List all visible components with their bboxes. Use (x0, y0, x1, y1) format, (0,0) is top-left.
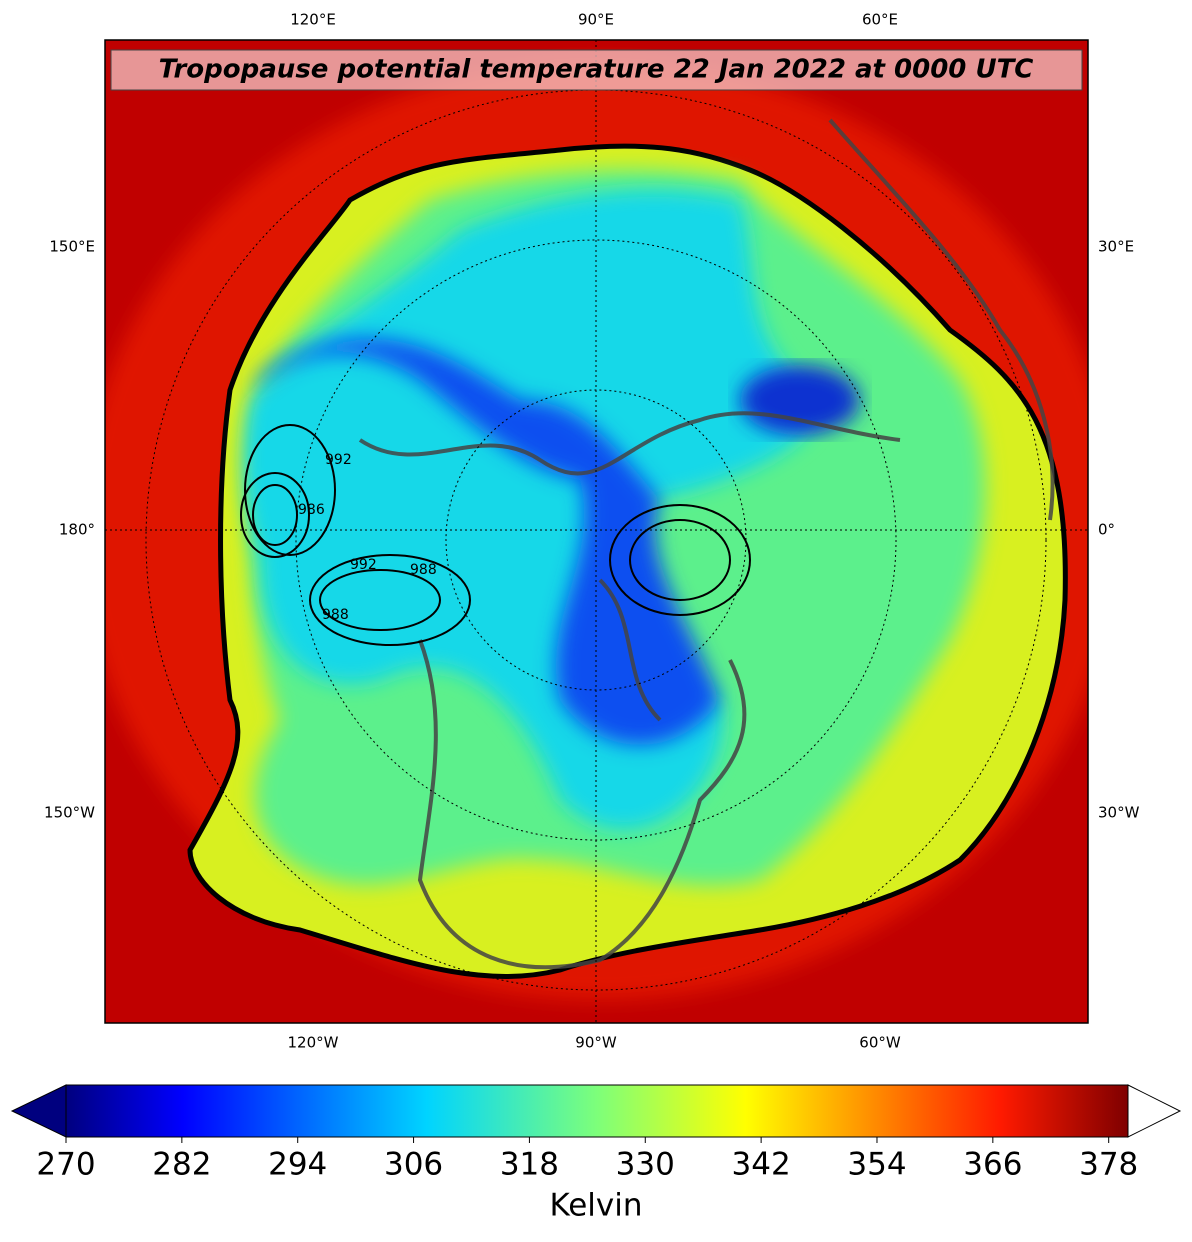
lon-label: 30°E (1098, 238, 1134, 256)
colorbar-tick-label: 294 (268, 1147, 327, 1183)
title: Tropopause potential temperature 22 Jan … (159, 55, 1034, 85)
contour-label: 988 (410, 562, 437, 578)
colorbar-tick-label: 342 (732, 1147, 791, 1183)
colorbar-extend-high (1127, 1084, 1182, 1138)
pressure-contours (240, 424, 751, 646)
colorbar: Kelvin 270 282 294 306 318 330 342 354 366 378 (10, 1084, 1182, 1224)
lon-label: 90°W (575, 1034, 617, 1052)
colorbar-extend-low (10, 1084, 67, 1138)
colorbar-tick-label: 282 (152, 1147, 211, 1183)
contour-label: 992 (350, 557, 377, 573)
colorbar-tick-label: 354 (847, 1147, 906, 1183)
colorbar-tick-label: 366 (963, 1147, 1022, 1183)
colorbar-tick-label: 270 (36, 1147, 95, 1183)
colorbar-body (65, 1084, 1129, 1138)
contour-label: 992 (325, 452, 352, 468)
contour-label: 986 (298, 502, 325, 518)
contour-label: 988 (322, 607, 349, 623)
lon-label: 150°W (44, 804, 95, 822)
contour-labels: 992 986 992 988 988 (298, 452, 437, 623)
map-frame (104, 39, 1089, 1024)
lon-label: 60°W (859, 1034, 901, 1052)
colorbar-tick-label: 318 (500, 1147, 559, 1183)
lon-label: 0° (1098, 521, 1115, 539)
lon-label: 120°E (290, 11, 336, 29)
title-box (110, 49, 1083, 91)
lon-label: 180° (59, 521, 95, 539)
colorbar-label: Kelvin (549, 1188, 642, 1224)
colorbar-tick-label: 378 (1079, 1147, 1138, 1183)
lon-label: 90°E (578, 11, 614, 29)
colorbar-tick-label: 306 (384, 1147, 443, 1183)
lon-label: 60°E (862, 11, 898, 29)
lon-label: 30°W (1098, 804, 1140, 822)
lon-label: 120°W (288, 1034, 339, 1052)
map: 992 986 992 988 988 (105, 40, 1088, 1023)
lon-label: 150°E (49, 238, 95, 256)
cold-pocket (740, 365, 860, 435)
cold-region (250, 338, 720, 745)
colorbar-tick-label: 330 (616, 1147, 675, 1183)
coastlines (358, 118, 1055, 970)
